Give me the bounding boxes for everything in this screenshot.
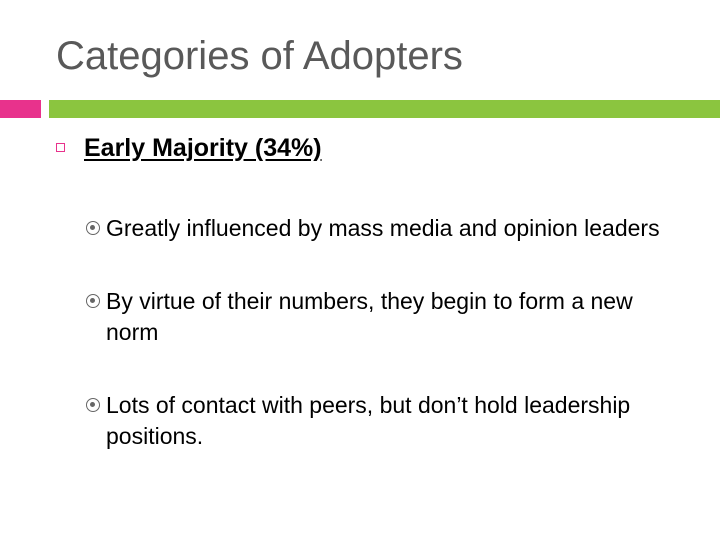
list-item: Greatly influenced by mass media and opi… — [86, 213, 686, 244]
list-item-text: By virtue of their numbers, they begin t… — [106, 288, 633, 345]
square-bullet-icon — [56, 143, 65, 152]
list-item: Lots of contact with peers, but don’t ho… — [86, 390, 686, 452]
circle-bullet-icon — [86, 221, 100, 235]
list-item: By virtue of their numbers, they begin t… — [86, 286, 686, 348]
section-heading: Early Majority (34%) — [84, 134, 322, 162]
list-item-text: Greatly influenced by mass media and opi… — [106, 215, 660, 241]
divider-accent-green — [49, 100, 720, 118]
bullet-list: Greatly influenced by mass media and opi… — [86, 213, 686, 494]
slide-title: Categories of Adopters — [56, 34, 463, 78]
list-item-text: Lots of contact with peers, but don’t ho… — [106, 392, 631, 449]
circle-bullet-icon — [86, 398, 100, 412]
circle-bullet-icon — [86, 294, 100, 308]
divider-accent-pink — [0, 100, 41, 118]
